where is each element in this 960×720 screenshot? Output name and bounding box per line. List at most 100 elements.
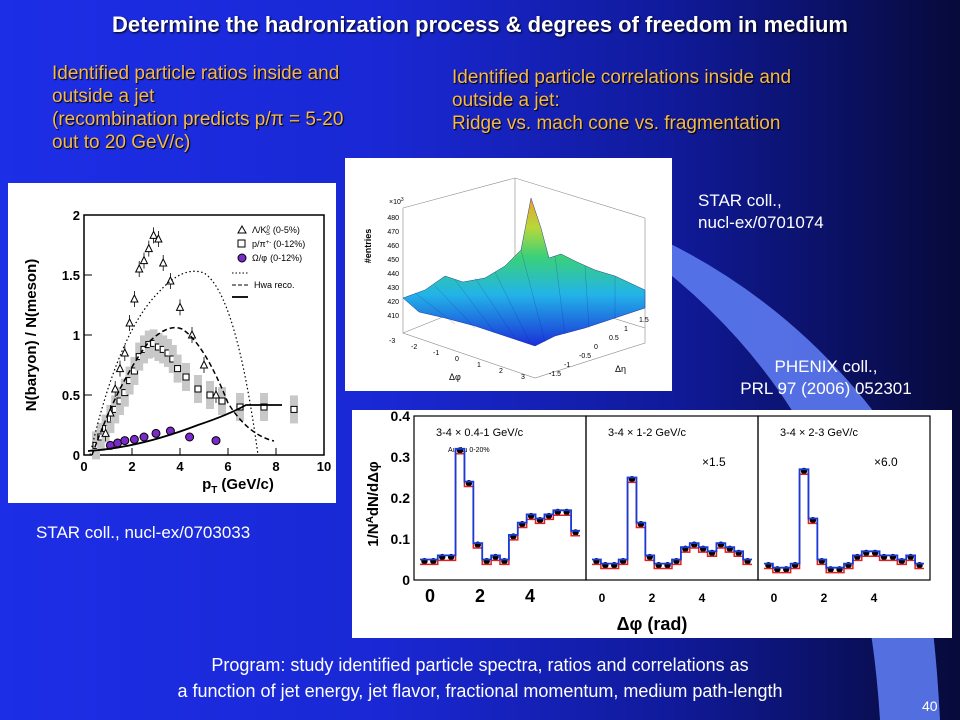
surface-mesh (402, 197, 646, 347)
surface-z-label: #entries (363, 229, 373, 264)
legend-square-marker (237, 239, 246, 248)
ratio-x-tick-label: 4 (176, 459, 184, 474)
surface-phi-tick: -2 (411, 344, 417, 351)
legend-lambda-label: Λ/K0 S (0-5%) (252, 225, 300, 237)
bottom-text-line2: a function of jet energy, jet flavor, fr… (177, 681, 783, 701)
proton-point (174, 365, 182, 373)
lambda-point (211, 389, 221, 399)
corr-x-tick-label: 2 (649, 591, 656, 605)
right-heading-line3: Ridge vs. mach cone vs. fragmentation (452, 113, 781, 134)
lambda-point (115, 363, 125, 373)
surface-eta-tick: 0.5 (609, 335, 619, 342)
legend-proton-label: p/π+- (0-12%) (252, 239, 305, 249)
surface-z-tick: 470 (387, 229, 399, 236)
lambda-point (110, 383, 120, 393)
corr-x-tick-label: 2 (821, 591, 828, 605)
surface-phi-tick: -1 (433, 350, 439, 357)
ratio-x-tick-label: 8 (272, 459, 279, 474)
bottom-text: Program: study identified particle spect… (0, 652, 960, 704)
left-heading-line4: out to 20 GeV/c) (52, 132, 191, 153)
surface-z-tick: 450 (387, 257, 399, 264)
ratio-x-tick-label: 0 (80, 459, 87, 474)
corr-blue-histogram (764, 468, 924, 569)
surface-eta-label: Δη (615, 364, 626, 374)
corr-x-tick-label: 0 (599, 591, 606, 605)
surface-plot: #entries ×103 410 420 430 440 450 460 470 480 -… (363, 177, 649, 382)
omega-point (151, 428, 161, 438)
corr-plot: 0 0.1 0.2 0.3 0.4 3-4 × 0.4-1 GeV/c Au-Au 0-20… (365, 408, 931, 634)
lambda-point (199, 359, 209, 369)
lambda-point (154, 233, 163, 243)
surface-plot-panel: #entries ×103 410 420 430 440 450 460 470 480 -… (345, 158, 672, 391)
surface-phi-tick: -3 (389, 338, 395, 345)
phenix-ref-line2: PRL 97 (2006) 052301 (740, 379, 912, 398)
corr-x-tick-label: 4 (525, 586, 535, 606)
surface-eta-tick: 0 (594, 344, 598, 351)
corr-panel-label: 3-4 × 0.4-1 GeV/c (436, 427, 524, 439)
proton-point (206, 391, 214, 399)
ratio-x-tick-label: 10 (317, 459, 331, 474)
right-heading: Identified particle correlations inside … (452, 66, 932, 135)
corr-x-tick-label: 0 (771, 591, 778, 605)
star-ref-top-line1: STAR coll., (698, 191, 782, 210)
surface-phi-tick: 2 (499, 368, 503, 375)
corr-panel-label: 3-4 × 2-3 GeV/c (780, 427, 858, 439)
ratio-y-tick-label: 0.5 (62, 388, 80, 403)
surface-phi-tick: 1 (477, 362, 481, 369)
surface-grid (414, 249, 616, 344)
proton-point (290, 405, 298, 413)
star-ref-top: STAR coll., nucl-ex/0701074 (698, 190, 824, 234)
lambda-point (149, 230, 158, 239)
surface-eta-tick: -1.5 (549, 371, 561, 378)
corr-x-tick-label: 4 (699, 591, 706, 605)
corr-red-histogram (764, 473, 924, 574)
corr-y-tick-label: 0.2 (391, 490, 411, 506)
ratio-x-tick-label: 2 (128, 459, 135, 474)
omega-point (129, 434, 139, 444)
page-number: 40 (922, 698, 938, 714)
lambda-point (144, 243, 154, 253)
ratio-y-tick-label: 0 (73, 448, 80, 463)
corr-blue-histogram (592, 476, 752, 565)
lambda-point (134, 263, 144, 273)
corr-blue-histogram (420, 447, 580, 561)
surface-eta-tick: 1.5 (639, 317, 649, 324)
ratio-x-label: pT (GeV/c) (202, 476, 274, 496)
surface-phi-tick: 0 (455, 356, 459, 363)
lambda-point (125, 317, 134, 327)
lambda-point (139, 255, 149, 265)
lambda-point (175, 302, 185, 311)
ratio-y-tick-label: 2 (73, 208, 80, 223)
lambda-point (158, 257, 168, 267)
surface-z-tick: 430 (387, 285, 399, 292)
surface-z-tick: 440 (387, 271, 399, 278)
corr-y-label: 1/NAdN/dΔφ (365, 461, 382, 547)
star-ref-left: STAR coll., nucl-ex/0703033 (36, 523, 251, 542)
proton-point (218, 397, 226, 405)
corr-y-tick-label: 0.1 (391, 531, 411, 547)
proton-point (260, 403, 268, 411)
ratio-legend: Λ/K0 S (0-5%) p/π+- (0-12%) Ω/φ (0-12%) Hwa … (232, 224, 305, 298)
left-heading-line2: outside a jet (52, 86, 155, 107)
surface-z-tick: 460 (387, 243, 399, 250)
hwa-lambda-curve (89, 270, 259, 456)
ratio-y-tick-label: 1 (73, 328, 80, 343)
ratio-x-tick-label: 6 (224, 459, 231, 474)
left-heading-line3: (recombination predicts p/π = 5-20 (52, 109, 344, 130)
hwa-proton-curve (91, 326, 275, 456)
ratio-plot-frame (83, 214, 325, 456)
corr-x-tick-label: 0 (425, 586, 435, 606)
surface-z-tick: 480 (387, 215, 399, 222)
star-ref-top-line2: nucl-ex/0701074 (698, 213, 824, 232)
omega-point (139, 432, 149, 442)
bottom-text-line1: Program: study identified particle spect… (211, 655, 749, 675)
ratio-plot: 0 2 4 6 8 10 0 0.5 1 1.5 2 Λ/K0 S (0-5%) p/π+- (0-12%… (23, 208, 331, 496)
corr-x-label: Δφ (rad) (617, 614, 688, 634)
proton-point (130, 367, 138, 375)
lambda-point (130, 293, 139, 303)
legend-hwa-label: Hwa reco. (254, 280, 295, 290)
ratio-plot-panel: 0 2 4 6 8 10 0 0.5 1 1.5 2 Λ/K0 S (0-5%) p/π+- (0-12%… (8, 183, 336, 503)
surface-eta-tick: 1 (624, 326, 628, 333)
corr-plot-panel: 0 0.1 0.2 0.3 0.4 3-4 × 0.4-1 GeV/c Au-Au 0-20… (352, 408, 952, 638)
corr-x-tick-label: 4 (871, 591, 878, 605)
